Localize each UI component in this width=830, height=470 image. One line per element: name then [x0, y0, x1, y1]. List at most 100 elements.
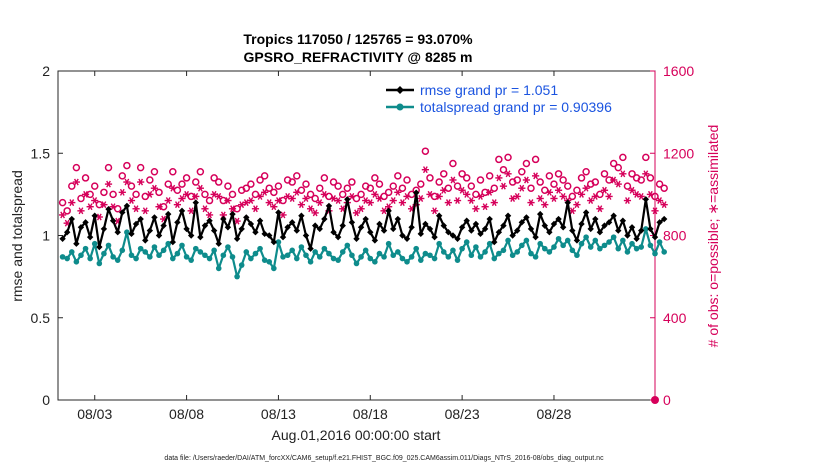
totalspread-point — [500, 247, 507, 254]
possible-point — [178, 180, 186, 188]
rmse-point — [238, 225, 245, 233]
totalspread-point — [82, 245, 89, 252]
rmse-point — [330, 229, 337, 236]
totalspread-point — [463, 239, 470, 245]
assimilated-point — [228, 205, 237, 213]
possible-point — [504, 153, 512, 162]
rmse-point — [426, 225, 434, 233]
rmse-point — [109, 217, 117, 224]
rmse-point — [413, 189, 420, 196]
possible-point — [366, 184, 375, 192]
assimilated-point — [306, 205, 315, 213]
y-axis-right: 0 400 800 1200 1600 — [650, 63, 694, 408]
totalspread-point — [610, 234, 617, 240]
rmse-point — [486, 215, 493, 223]
possible-point — [619, 153, 627, 162]
possible-point — [375, 180, 384, 188]
assimilated-point — [201, 205, 209, 213]
totalspread-point — [229, 254, 236, 260]
totalspread-point — [156, 252, 162, 259]
assimilated-point — [481, 203, 489, 211]
assimilated-point — [610, 176, 618, 184]
assimilated-point — [444, 199, 452, 207]
totalspread-point — [620, 237, 626, 244]
possible-point — [476, 176, 485, 184]
totalspread-point — [128, 252, 135, 259]
totalspread-point — [238, 262, 245, 268]
totalspread-point — [560, 242, 566, 249]
assimilated-point — [127, 197, 136, 205]
assimilated-point — [619, 170, 627, 178]
rmse-point — [536, 210, 544, 218]
possible-point — [642, 153, 650, 162]
assimilated-point — [486, 188, 494, 196]
possible-point — [63, 207, 71, 215]
possible-point — [577, 174, 586, 182]
assimilated-point — [251, 205, 260, 213]
rmse-point — [458, 224, 466, 231]
rmse-point — [601, 222, 608, 229]
possible-point — [655, 180, 664, 188]
possible-point — [513, 176, 521, 184]
rmse-point — [468, 227, 475, 234]
rmse-point — [59, 235, 66, 242]
totalspread-point — [142, 249, 149, 255]
legend-box — [383, 76, 595, 118]
totalspread-point — [629, 240, 635, 247]
totalspread-point — [137, 245, 144, 252]
totalspread-point — [615, 245, 622, 252]
totalspread-point — [284, 252, 291, 259]
totalspread-point — [381, 254, 387, 260]
rmse-point — [220, 215, 227, 223]
chart-title-line1: Tropics 117050 / 125765 = 93.070% — [243, 31, 473, 47]
possible-point — [568, 192, 577, 201]
rmse-point — [105, 205, 112, 213]
assimilated-point — [476, 192, 485, 200]
rmse-point — [399, 232, 406, 239]
possible-point — [58, 198, 67, 207]
assimilated-point — [357, 205, 365, 213]
assimilated-point — [550, 195, 558, 202]
rmse-point — [633, 235, 640, 242]
totalspread-point — [431, 255, 438, 262]
rmse-point — [215, 240, 222, 247]
totalspread-point — [440, 249, 447, 255]
assimilated-point — [527, 199, 535, 207]
assimilated-point — [371, 190, 379, 198]
possible-point — [609, 159, 618, 168]
totalspread-point — [528, 250, 534, 257]
possible-point — [260, 172, 269, 180]
series-totalspread — [59, 226, 667, 280]
totalspread-point — [574, 252, 580, 259]
assimilated-point — [205, 211, 214, 219]
possible-point — [192, 178, 200, 186]
rmse-point — [183, 225, 190, 233]
rmse-point — [344, 196, 351, 203]
assimilated-point — [196, 184, 204, 192]
possible-point — [614, 163, 623, 172]
assimilated-point — [504, 170, 512, 178]
totalspread-point — [124, 229, 130, 236]
totalspread-point — [496, 250, 502, 257]
totalspread-point — [68, 249, 75, 255]
rmse-point — [174, 219, 181, 226]
possible-point — [214, 178, 223, 186]
rmse-point — [435, 212, 443, 219]
possible-point — [224, 182, 232, 190]
rmse-point — [651, 233, 659, 241]
rmse-point — [638, 227, 645, 234]
possible-point — [155, 188, 163, 197]
rmse-point — [619, 217, 627, 224]
possible-point — [228, 190, 237, 199]
rmse-point — [256, 217, 264, 224]
rmse-point — [417, 230, 424, 238]
assimilated-point — [605, 192, 613, 200]
totalspread-point — [372, 259, 378, 265]
assimilated-point — [68, 199, 76, 207]
totalspread-point — [638, 244, 645, 250]
possible-point — [485, 172, 494, 180]
rmse-point — [357, 224, 365, 231]
assimilated-point — [316, 199, 324, 207]
totalspread-point — [280, 254, 286, 260]
rmse-point — [495, 229, 503, 236]
